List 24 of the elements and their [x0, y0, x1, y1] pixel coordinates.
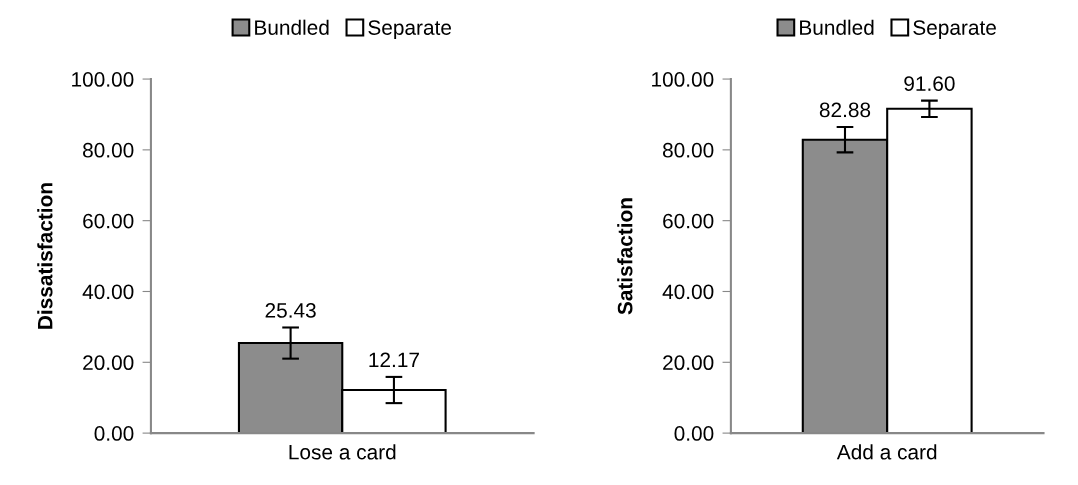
y-tick-label: 100.00	[72, 72, 134, 87]
data-label: 25.43	[265, 303, 316, 318]
y-tick-label: 80.00	[83, 142, 134, 158]
y-tick-label: 20.00	[83, 355, 134, 371]
y-tick-label: 60.00	[83, 213, 134, 229]
y-tick-label: 60.00	[663, 213, 714, 229]
legend-label: Separate	[913, 20, 996, 40]
y-tick-label: 80.00	[662, 142, 714, 158]
x-tick-label: Lose a card	[289, 444, 396, 460]
data-label: 91.60	[904, 76, 955, 91]
y-tick-label: 0.00	[94, 426, 134, 441]
x-tick-label: Add a card	[836, 444, 937, 460]
y-tick-label: 100.00	[652, 72, 714, 87]
data-label: 82.88	[819, 102, 871, 118]
y-axis-title: Satisfaction	[617, 198, 633, 315]
y-axis-title: Dissatisfaction	[37, 183, 53, 329]
y-tick-label: 20.00	[663, 355, 714, 371]
legend-label: Bundled	[800, 19, 874, 35]
legend-label: Separate	[368, 20, 452, 40]
y-tick-label: 40.00	[82, 284, 134, 300]
y-tick-label: 0.00	[674, 426, 714, 441]
legend-label: Bundled	[255, 19, 329, 35]
data-label: 12.17	[369, 352, 419, 368]
y-tick-label: 40.00	[662, 284, 714, 300]
